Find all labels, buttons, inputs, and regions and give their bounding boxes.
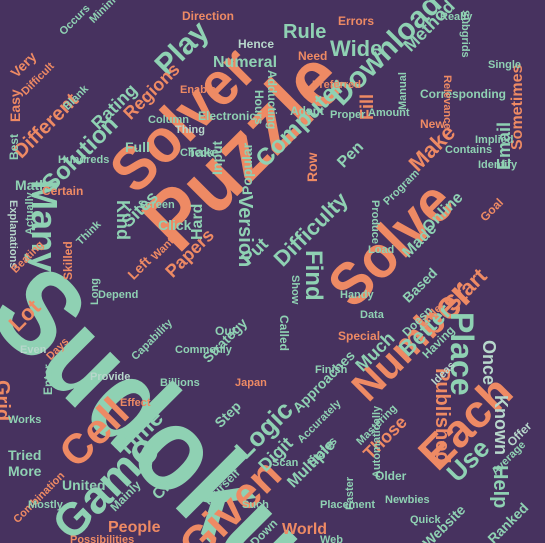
word-tried: Tried <box>8 447 42 463</box>
word-rule: Rule <box>283 21 327 43</box>
word-single: Single <box>488 59 522 71</box>
word-adept: Adept <box>290 104 324 118</box>
word-enter: Enter <box>41 364 55 395</box>
word-left: Left <box>124 253 154 283</box>
word-more: More <box>8 463 42 479</box>
word-amount: Amount <box>368 107 410 119</box>
word-relevance: Relevance <box>441 75 453 130</box>
word-row: Row <box>304 152 320 182</box>
word-commonly: Commonly <box>175 344 232 356</box>
word-check: Check <box>180 147 214 159</box>
word-need: Need <box>298 49 328 63</box>
word-click: Click <box>158 217 192 233</box>
word-electronic: Electronic <box>198 109 257 123</box>
word-certain: Certain <box>42 184 84 198</box>
word-manual: Manual <box>397 72 409 110</box>
word-newbies: Newbies <box>385 494 430 506</box>
word-hours: Hours <box>252 90 266 125</box>
word-japan: Japan <box>235 377 267 389</box>
word-such: Such <box>242 499 269 511</box>
word-corresponding: Corresponding <box>420 87 506 101</box>
word-take: Take <box>188 144 219 160</box>
word-strategy: Strategy <box>199 314 251 366</box>
word-finish: Finish <box>315 364 348 376</box>
word-hundreds: Hundreds <box>58 154 110 166</box>
word-older: Older <box>375 469 407 483</box>
word-known: Known <box>491 395 511 455</box>
word-called: Called <box>277 315 291 352</box>
word-wide: Wide <box>330 36 383 61</box>
word-load: Load <box>368 244 395 256</box>
word-explanations: Explanations <box>7 200 19 269</box>
word-thing: Thing <box>175 124 205 136</box>
word-direction: Direction <box>182 9 235 23</box>
word-skilled: Skilled <box>61 241 75 280</box>
word-really: Really <box>440 11 473 23</box>
word-implied: Implied <box>475 134 514 146</box>
word-pen: Pen <box>334 138 368 172</box>
word-popular: Popular <box>239 142 255 195</box>
word-proper: Proper <box>330 109 366 121</box>
word-find: Find <box>300 250 327 301</box>
word-united: United <box>62 477 106 493</box>
word-enable: Enable <box>180 84 217 96</box>
word-numeral: Numeral <box>213 54 278 71</box>
word-data: Data <box>360 309 384 321</box>
word-depend: Depend <box>98 289 139 301</box>
word-contains: Contains <box>445 144 493 156</box>
word-once: Once <box>479 340 499 386</box>
word-mostly: Mostly <box>28 499 63 511</box>
word-special: Special <box>338 329 381 343</box>
word-identify: Identify <box>478 159 518 171</box>
word-world: World <box>282 521 328 538</box>
word-hard: Hard <box>189 203 206 240</box>
word-people: People <box>108 519 161 536</box>
word-show: Show <box>289 275 301 305</box>
word-goal: Goal <box>477 195 507 225</box>
word-long: Long <box>89 278 101 305</box>
word-think: Think <box>74 218 104 248</box>
word-best: Best <box>7 133 21 160</box>
word-screen: Screen <box>138 199 175 211</box>
word-column: Column <box>148 114 189 126</box>
word-preferred: Preferred <box>312 79 361 91</box>
word-occurs: Occurs <box>57 2 93 38</box>
word-web: Web <box>320 534 344 543</box>
word-hence: Hence <box>238 37 275 51</box>
word-full: Full <box>125 139 150 155</box>
word-possibilities: Possibilities <box>70 534 135 543</box>
word-errors: Errors <box>338 14 375 28</box>
word-handy: Handy <box>340 289 374 301</box>
word-out: Out <box>215 324 236 338</box>
word-quick: Quick <box>410 514 441 526</box>
word-billions: Billions <box>160 377 200 389</box>
word-placement: Placement <box>320 499 376 511</box>
word-actually: Actually <box>24 192 36 235</box>
word-scan: Scan <box>272 457 299 469</box>
word-works: Works <box>8 414 42 426</box>
word-adducting: Adducting <box>265 70 279 130</box>
word-automatically: Automatically <box>371 405 383 478</box>
word-even: Even <box>20 344 47 356</box>
word-minimum: Minimum <box>87 0 130 26</box>
word-math: Math <box>15 177 48 193</box>
word-produce: Produce <box>369 200 381 245</box>
word-provide: Provide <box>90 371 131 383</box>
word-easy: Easy <box>7 89 23 122</box>
word-effect: Effect <box>120 397 151 409</box>
word-new: New <box>420 117 445 131</box>
